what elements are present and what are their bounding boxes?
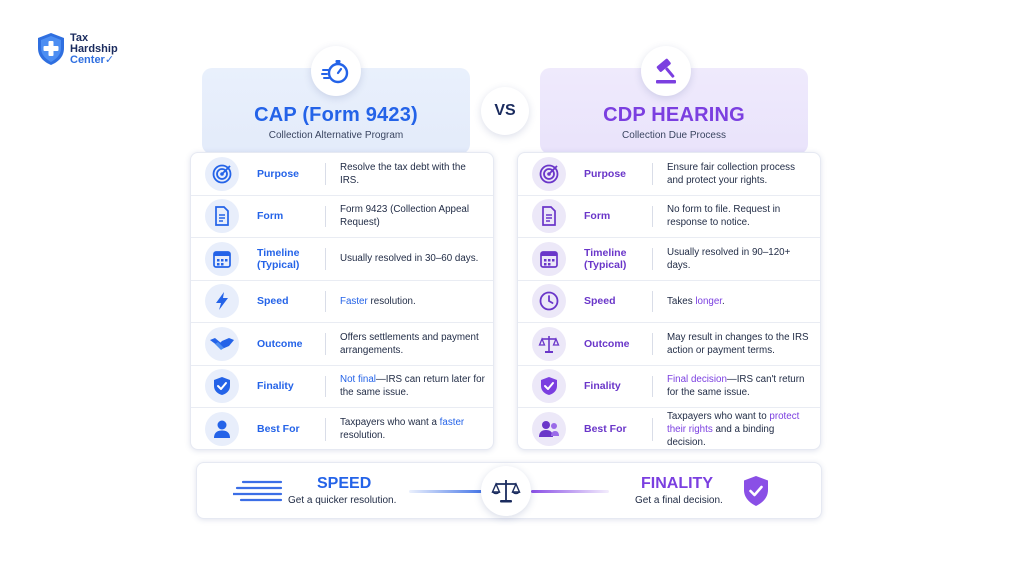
row-description: Takes longer. — [667, 295, 725, 307]
table-row: Outcome Offers settlements and payment a… — [191, 323, 493, 366]
row-description: Faster resolution. — [340, 295, 416, 307]
calendar-icon — [205, 241, 239, 276]
table-row: Best For Taxpayers who want to protect t… — [518, 408, 820, 449]
row-description: Form 9423 (Collection Appeal Request) — [340, 204, 470, 229]
scale-icon — [481, 466, 531, 516]
cap-comparison-table: Purpose Resolve the tax debt with the IR… — [190, 152, 494, 450]
row-label: Speed — [257, 295, 289, 308]
calendar-icon — [532, 241, 566, 276]
shield-check-icon — [532, 369, 566, 404]
table-row: Purpose Resolve the tax debt with the IR… — [191, 153, 493, 196]
row-label: Outcome — [584, 337, 630, 350]
row-description: Taxpayers who want a faster resolution. — [340, 417, 465, 442]
table-row: Timeline (Typical) Usually resolved in 3… — [191, 238, 493, 281]
row-description: No form to file. Request in response to … — [667, 204, 781, 229]
table-row: Speed Faster resolution. — [191, 281, 493, 323]
row-description: Resolve the tax debt with the IRS. — [340, 161, 466, 186]
target-icon — [532, 156, 566, 191]
cdp-header-card: CDP HEARING Collection Due Process — [540, 68, 808, 154]
row-description: Ensure fair collection process and prote… — [667, 161, 795, 186]
finality-title: FINALITY — [641, 475, 713, 492]
speed-lines-icon — [233, 480, 283, 502]
document-icon — [205, 199, 239, 234]
cdp-comparison-table: Purpose Ensure fair collection process a… — [517, 152, 821, 450]
row-label: Speed — [584, 295, 616, 308]
logo-text-hardship: Hardship — [70, 42, 118, 55]
stopwatch-icon — [311, 46, 361, 96]
cdp-title: CDP HEARING — [603, 104, 745, 126]
row-description: Usually resolved in 90–120+ days. — [667, 246, 791, 271]
cdp-subtitle: Collection Due Process — [622, 130, 726, 141]
shield-logo-icon — [38, 33, 64, 65]
connector-line-right — [531, 490, 609, 493]
lightning-icon — [205, 284, 239, 319]
cap-title: CAP (Form 9423) — [254, 104, 418, 126]
logo-text-center: Center✓ — [70, 53, 115, 66]
table-row: Best For Taxpayers who want a faster res… — [191, 408, 493, 449]
row-description: Offers settlements and payment arrangeme… — [340, 331, 479, 356]
table-row: Timeline (Typical) Usually resolved in 9… — [518, 238, 820, 281]
table-row: Speed Takes longer. — [518, 281, 820, 323]
table-row: Form No form to file. Request in respons… — [518, 196, 820, 238]
connector-line-left — [409, 490, 487, 493]
finality-subtitle: Get a final decision. — [635, 495, 723, 506]
row-description: Final decision—IRS can't return for the … — [667, 374, 805, 399]
table-row: Form Form 9423 (Collection Appeal Reques… — [191, 196, 493, 238]
table-row: Finality Final decision—IRS can't return… — [518, 366, 820, 408]
gavel-icon — [641, 46, 691, 96]
row-label: Finality — [257, 380, 294, 393]
user-icon — [205, 412, 239, 447]
row-description: May result in changes to the IRS action … — [667, 331, 809, 356]
row-label: Purpose — [257, 167, 300, 180]
speed-subtitle: Get a quicker resolution. — [288, 495, 397, 506]
row-label: Best For — [584, 423, 627, 436]
row-label: Outcome — [257, 337, 303, 350]
row-label: Form — [257, 210, 284, 223]
logo: Tax Hardship Center✓ — [36, 32, 118, 66]
table-row: Finality Not final—IRS can return later … — [191, 366, 493, 408]
vs-badge: VS — [481, 87, 529, 135]
speed-title: SPEED — [317, 475, 372, 492]
row-label: Best For — [257, 423, 300, 436]
row-label: Purpose — [584, 167, 627, 180]
table-row: Outcome May result in changes to the IRS… — [518, 323, 820, 366]
handshake-icon — [205, 326, 239, 361]
table-row: Purpose Ensure fair collection process a… — [518, 153, 820, 196]
row-label: Finality — [584, 380, 621, 393]
scale-icon — [532, 326, 566, 361]
document-icon — [532, 199, 566, 234]
row-description: Usually resolved in 30–60 days. — [340, 253, 479, 265]
row-label: Timeline (Typical) — [257, 246, 300, 271]
row-description: Not final—IRS can return later for the s… — [340, 374, 485, 399]
row-label: Timeline (Typical) — [584, 246, 627, 271]
clock-icon — [532, 284, 566, 319]
summary-banner: SPEED Get a quicker resolution. FINALITY… — [196, 462, 822, 519]
users-icon — [532, 412, 566, 447]
shield-check-icon — [205, 369, 239, 404]
cap-subtitle: Collection Alternative Program — [268, 130, 404, 141]
shield-check-icon — [744, 476, 768, 506]
logo-text-tax: Tax — [70, 31, 89, 44]
row-label: Form — [584, 210, 611, 223]
target-icon — [205, 156, 239, 191]
row-description: Taxpayers who want to protect their righ… — [667, 410, 800, 448]
